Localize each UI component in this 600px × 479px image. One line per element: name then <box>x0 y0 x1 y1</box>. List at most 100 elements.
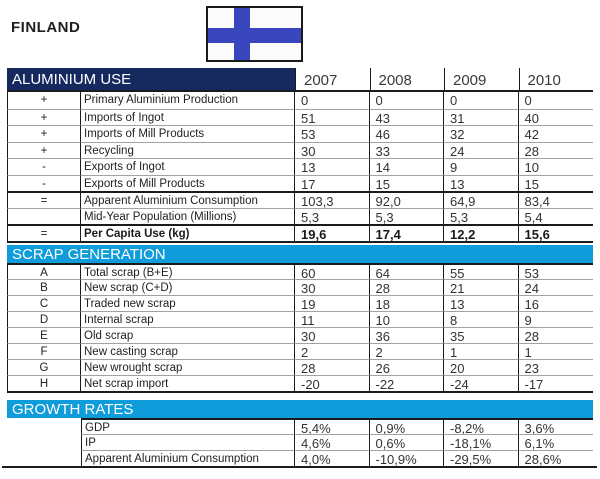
value-cell: 0 <box>524 93 532 108</box>
section-divider <box>7 390 593 393</box>
value-cell: 28,6% <box>518 450 593 466</box>
value-cell: 9 <box>518 310 593 327</box>
value-cell: 0,6% <box>369 433 444 451</box>
aluminium-statistics-table: ALUMINIUM USE 2007 2008 2009 2010 + Prima… <box>2 68 597 469</box>
row-label: Total scrap (B+E) <box>81 262 295 279</box>
value-cell: 64 <box>369 262 444 279</box>
value-cell: 4,6% <box>295 433 370 451</box>
value-cell: 24 <box>518 278 593 295</box>
row-symbol: - <box>7 174 81 191</box>
value-cell: 53 <box>518 262 593 279</box>
value-cell: 51 <box>295 108 370 125</box>
value-cell: 15 <box>518 174 593 191</box>
table-row: - Exports of Mill Products 17 15 13 15 <box>7 174 593 191</box>
value-cell: 55 <box>444 262 519 279</box>
row-label: Primary Aluminium Production <box>81 92 295 109</box>
row-label: Net scrap import <box>81 374 295 391</box>
row-label: Old scrap <box>81 326 295 343</box>
value-cell: 24 <box>444 141 519 158</box>
row-symbol: G <box>7 358 81 375</box>
row-label: New wrought scrap <box>81 358 295 375</box>
row-symbol: E <box>7 326 81 343</box>
year-column-header: 2010 <box>518 68 594 90</box>
row-label: Imports of Ingot <box>81 108 295 125</box>
value-cell: 9 <box>444 158 519 175</box>
value-cell: 5,4 <box>518 207 593 224</box>
row-symbol: B <box>7 278 81 295</box>
value-cell: 0 <box>444 92 519 109</box>
row-label: Per Capita Use (kg) <box>81 224 295 241</box>
table-row: + Imports of Mill Products 53 46 32 42 <box>7 125 593 142</box>
value-cell: 11 <box>295 310 370 327</box>
flag-cross-horizontal-bar <box>208 28 301 43</box>
row-label: Apparent Aluminium Consumption <box>81 191 295 208</box>
country-title: FINLAND <box>11 19 81 36</box>
row-label: Mid-Year Population (Millions) <box>81 207 295 224</box>
table-row: G New wrought scrap 28 26 20 23 <box>7 358 593 375</box>
value-cell: 15 <box>369 174 444 191</box>
table-row: E Old scrap 30 36 35 28 <box>7 326 593 343</box>
value-cell: 32 <box>444 125 519 142</box>
value-cell: 23 <box>518 358 593 375</box>
table-row: + Imports of Ingot 51 43 31 40 <box>7 108 593 125</box>
value-cell: 53 <box>295 125 370 142</box>
row-label: New scrap (C+D) <box>81 278 295 295</box>
value-cell: 64,9 <box>444 191 519 208</box>
value-cell: 17 <box>295 174 370 191</box>
table-row: - Exports of Ingot 13 14 9 10 <box>7 158 593 175</box>
value-cell: 14 <box>369 158 444 175</box>
table-row: = Apparent Aluminium Consumption 103,3 92,0… <box>7 191 593 208</box>
value-cell: 1 <box>518 342 593 359</box>
section-divider <box>7 240 593 243</box>
value-cell: 6,1% <box>518 433 593 450</box>
table-header-row: ALUMINIUM USE 2007 2008 2009 2010 <box>7 68 593 92</box>
table-row: = Per Capita Use (kg) 19,6 17,4 12,2 15,6 <box>7 224 593 241</box>
table-row: B New scrap (C+D) 30 28 21 24 <box>7 278 593 295</box>
value-cell: 26 <box>369 358 444 375</box>
value-cell: 4,0% <box>295 450 370 467</box>
value-cell: -22 <box>369 374 444 391</box>
value-cell: 2 <box>295 342 370 359</box>
row-symbol: C <box>7 294 81 311</box>
value-cell: 103,3 <box>295 191 370 208</box>
value-cell: -20 <box>295 374 370 391</box>
row-label: IP <box>81 433 295 451</box>
row-symbol: + <box>7 108 81 125</box>
row-symbol <box>7 450 81 466</box>
value-cell: 36 <box>369 326 444 343</box>
table-row: Apparent Aluminium Consumption 4,0% -10,9%… <box>7 450 593 467</box>
value-cell: 5,3 <box>444 207 519 224</box>
value-cell: 16 <box>518 294 593 311</box>
table-bottom-border <box>2 466 597 469</box>
value-cell: 10 <box>369 310 444 327</box>
value-cell: 2 <box>369 342 444 359</box>
row-symbol: D <box>7 310 81 327</box>
value-cell: 18 <box>369 294 444 311</box>
value-cell: 13 <box>444 294 519 311</box>
value-cell: -10,9% <box>369 450 444 467</box>
section-title-growth-rates: GROWTH RATES <box>7 399 593 418</box>
value-cell: 0 <box>370 92 444 109</box>
table-row: F New casting scrap 2 2 1 1 <box>7 342 593 359</box>
row-symbol: A <box>7 262 81 279</box>
value-cell: 17,4 <box>369 224 444 241</box>
value-cell: 60 <box>295 262 370 279</box>
table-row: + Recycling 30 33 24 28 <box>7 141 593 158</box>
table-row: Mid-Year Population (Millions) 5,3 5,3 5,3 5… <box>7 207 593 224</box>
row-symbol: = <box>7 224 81 241</box>
value-cell: 28 <box>518 141 593 158</box>
value-cell: 31 <box>444 108 519 125</box>
value-cell: -29,5% <box>444 450 519 467</box>
aluminium-use-rows: + Primary Aluminium Production 0 0 0 0 + Import… <box>7 92 593 241</box>
value-cell: 12,2 <box>444 224 519 241</box>
value-cell: 30 <box>295 326 370 343</box>
value-cell: 3,6% <box>518 417 593 434</box>
value-cell: 10 <box>518 158 593 175</box>
year-column-header: 2007 <box>295 68 370 90</box>
row-symbol: = <box>7 191 81 208</box>
row-symbol <box>7 418 81 434</box>
value-cell: 5,4% <box>295 417 370 434</box>
value-cell: 1 <box>444 342 519 359</box>
value-cell: 0 <box>295 92 370 109</box>
